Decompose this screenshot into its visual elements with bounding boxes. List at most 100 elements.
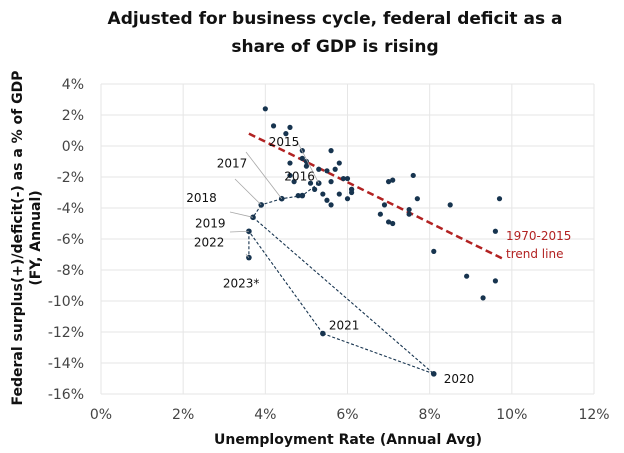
trend-label-line-1: 1970-2015: [506, 229, 571, 243]
year-label-2018: 2018: [186, 191, 217, 205]
recent-point-2016: [299, 192, 306, 199]
trend-line: [248, 132, 505, 261]
x-axis-label: Unemployment Rate (Annual Avg): [214, 432, 482, 448]
y-tick-label: -16%: [48, 387, 84, 403]
data-point: [328, 148, 334, 154]
data-point: [328, 179, 334, 185]
chart-title-line-1: Adjusted for business cycle, federal def…: [108, 9, 563, 29]
y-axis-label-line-2: (FY, Annual): [28, 190, 44, 285]
data-point: [336, 191, 342, 197]
data-point: [328, 202, 334, 208]
y-tick-label: 2%: [62, 108, 84, 124]
year-annotations: 2015 2016 2017 2018 2019 2020 2021 2022 2023*: [186, 135, 474, 386]
data-point: [320, 191, 326, 197]
data-point: [332, 166, 338, 172]
year-label-2016: 2016: [284, 170, 315, 184]
historical-points: [262, 106, 503, 301]
data-point: [464, 273, 470, 279]
year-label-2015: 2015: [269, 135, 300, 149]
trend-line-group: [248, 132, 505, 261]
data-point: [390, 220, 396, 227]
data-point: [492, 278, 498, 284]
data-point: [287, 124, 293, 130]
x-tick-label: 0%: [90, 407, 112, 423]
leader-line: [234, 178, 262, 206]
x-tick-label: 8%: [419, 407, 441, 423]
y-tick-label: -10%: [48, 294, 84, 310]
data-point: [406, 206, 412, 213]
data-point: [480, 295, 486, 301]
data-point: [340, 175, 346, 182]
leader-line: [296, 140, 320, 184]
data-point: [385, 179, 392, 185]
trend-label-line-2: trend line: [506, 247, 563, 261]
data-point: [262, 106, 268, 112]
y-tick-label: 0%: [62, 139, 84, 155]
data-point: [324, 197, 330, 203]
data-point: [307, 180, 314, 186]
y-tick-label: -14%: [48, 356, 84, 372]
x-tick-label: 4%: [254, 407, 276, 423]
year-label-2017: 2017: [217, 157, 248, 171]
y-axis-label-line-1: Federal surplus(+)/deficit(-) as a % of …: [10, 71, 26, 406]
y-tick-label: -6%: [57, 232, 84, 248]
recent-path-segment: [261, 198, 282, 206]
leader-line: [229, 211, 254, 218]
data-point: [385, 219, 392, 225]
y-tick-label: -2%: [57, 170, 84, 186]
x-tick-labels: 0% 2% 4% 6% 8% 10% 12%: [90, 407, 610, 423]
recent-years-path: [246, 180, 437, 377]
recent-path-segment: [301, 182, 320, 197]
data-point: [344, 196, 351, 202]
year-label-2023: 2023*: [223, 277, 260, 291]
y-tick-label: -4%: [57, 201, 84, 217]
y-tick-label: -12%: [48, 325, 84, 341]
year-label-2019: 2019: [195, 216, 226, 230]
y-axis-label: Federal surplus(+)/deficit(-) as a % of …: [10, 71, 44, 406]
gridlines: [100, 83, 595, 395]
data-point: [349, 189, 355, 196]
year-label-2022: 2022: [194, 235, 225, 249]
data-point: [447, 202, 453, 208]
x-tick-label: 12%: [578, 407, 609, 423]
x-tick-label: 10%: [496, 407, 527, 423]
leader-line: [229, 230, 249, 233]
data-point: [381, 202, 388, 208]
recent-path-segment: [252, 216, 435, 375]
x-tick-label: 6%: [336, 407, 358, 423]
x-tick-label: 2%: [172, 407, 194, 423]
data-point: [496, 196, 503, 202]
data-point: [316, 166, 322, 172]
data-point: [287, 160, 293, 166]
recent-point-2020: [430, 371, 437, 377]
recent-path-segment: [248, 230, 324, 334]
year-label-2021: 2021: [329, 319, 360, 333]
data-point: [312, 186, 318, 192]
chart-title-line-2: share of GDP is rising: [231, 37, 438, 57]
data-point: [410, 172, 416, 179]
data-point: [344, 175, 351, 182]
recent-path-segment: [281, 195, 303, 200]
leader-line: [245, 253, 250, 258]
data-point: [377, 211, 383, 217]
data-point: [283, 131, 289, 137]
data-point: [270, 123, 277, 129]
data-point: [291, 179, 297, 185]
data-point: [303, 158, 310, 165]
recent-point-2021: [320, 330, 326, 337]
data-point: [414, 196, 420, 202]
data-point: [406, 211, 412, 217]
y-tick-labels: 4% 2% 0% -2% -4% -6% -8% -10% -12% -14% -16%: [48, 77, 84, 403]
data-point: [492, 228, 498, 234]
data-point: [336, 160, 342, 166]
recent-point-2015: [315, 180, 322, 186]
annotation-leaders: [229, 140, 320, 258]
year-label-2020: 2020: [444, 372, 475, 386]
y-tick-label: 4%: [62, 77, 84, 93]
recent-path-segment: [322, 333, 434, 375]
data-point: [431, 248, 437, 254]
data-point: [324, 168, 330, 174]
y-tick-label: -8%: [57, 263, 84, 279]
data-point: [299, 155, 305, 161]
